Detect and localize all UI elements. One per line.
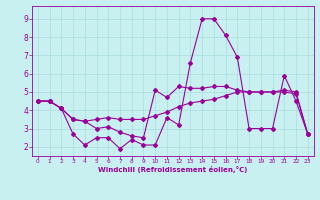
X-axis label: Windchill (Refroidissement éolien,°C): Windchill (Refroidissement éolien,°C) <box>98 166 247 173</box>
